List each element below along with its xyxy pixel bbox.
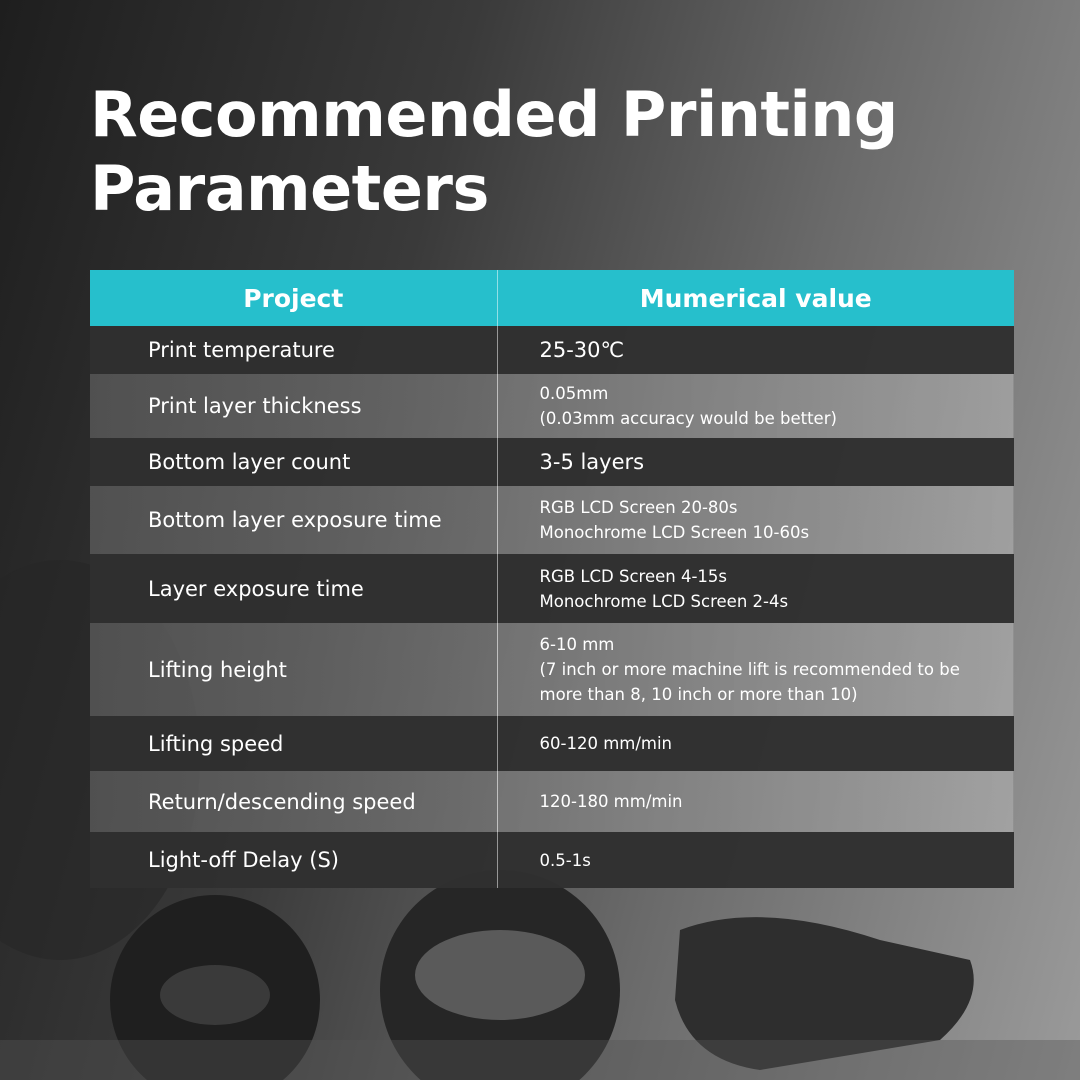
parameter-value: 3-5 layers: [496, 438, 1014, 486]
table-row: Layer exposure time RGB LCD Screen 4-15s M…: [90, 554, 1014, 623]
value-line: 0.05mm: [539, 384, 609, 403]
parameter-name: Light-off Delay (S): [90, 832, 497, 888]
table-row: Print temperature 25-30℃: [90, 326, 1014, 374]
value-line: 6-10 mm: [539, 635, 615, 654]
parameter-name: Bottom layer count: [90, 438, 497, 486]
bracket-part: [675, 917, 974, 1070]
parameter-name: Print layer thickness: [90, 374, 497, 438]
table-row: Return/descending speed 120-180 mm/min: [90, 771, 1014, 832]
table-row: Light-off Delay (S) 0.5-1s: [90, 832, 1014, 888]
table-row: Bottom layer exposure time RGB LCD Screen…: [90, 486, 1014, 554]
table-row: Print layer thickness 0.05mm (0.03mm accur…: [90, 374, 1014, 438]
parameter-value: 60-120 mm/min: [496, 716, 1014, 771]
value-line: 3-5 layers: [539, 449, 645, 474]
parameter-value: 6-10 mm (7 inch or more machine lift is r…: [496, 623, 1014, 716]
parameter-value: RGB LCD Screen 20-80s Monochrome LCD Scre…: [496, 486, 1014, 554]
parameter-name: Layer exposure time: [90, 554, 497, 623]
parameter-name: Print temperature: [90, 326, 497, 374]
parameter-value: 25-30℃: [496, 326, 1014, 374]
gear-left: [110, 895, 320, 1080]
value-line: Monochrome LCD Screen 2-4s: [539, 591, 789, 611]
parameter-name: Return/descending speed: [90, 771, 497, 832]
parameter-value: 0.5-1s: [496, 832, 1014, 888]
page-title: Recommended Printing Parameters: [90, 78, 898, 225]
value-line: 120-180 mm/min: [539, 792, 683, 811]
value-line: RGB LCD Screen 4-15s: [539, 566, 728, 586]
table-row: Bottom layer count 3-5 layers: [90, 438, 1014, 486]
value-line: more than 8, 10 inch or more than 10): [539, 685, 858, 704]
parameter-value: 120-180 mm/min: [496, 771, 1014, 832]
parameter-name: Lifting height: [90, 623, 497, 716]
value-line: (0.03mm accuracy would be better): [539, 409, 837, 428]
parameter-name: Lifting speed: [90, 716, 497, 771]
value-line: Monochrome LCD Screen 10-60s: [539, 523, 810, 542]
table-header-row: Project Mumerical value: [90, 270, 1014, 326]
parameter-name: Bottom layer exposure time: [90, 486, 497, 554]
value-line: 0.5-1s: [539, 850, 591, 870]
value-line: RGB LCD Screen 20-80s: [539, 498, 738, 517]
table-row: Lifting speed 60-120 mm/min: [90, 716, 1014, 771]
parameter-value: RGB LCD Screen 4-15s Monochrome LCD Scree…: [496, 554, 1014, 623]
parameters-table: Project Mumerical value Print temperatur…: [90, 270, 1014, 888]
value-line: (7 inch or more machine lift is recommen…: [539, 660, 960, 679]
table-row: Lifting height 6-10 mm (7 inch or more mac…: [90, 623, 1014, 716]
column-header-project: Project: [90, 270, 497, 326]
value-line: 25-30℃: [539, 337, 625, 362]
value-line: 60-120 mm/min: [539, 734, 673, 753]
column-header-value: Mumerical value: [496, 270, 1014, 326]
gear-middle: [380, 870, 620, 1080]
parameter-value: 0.05mm (0.03mm accuracy would be better): [496, 374, 1014, 438]
